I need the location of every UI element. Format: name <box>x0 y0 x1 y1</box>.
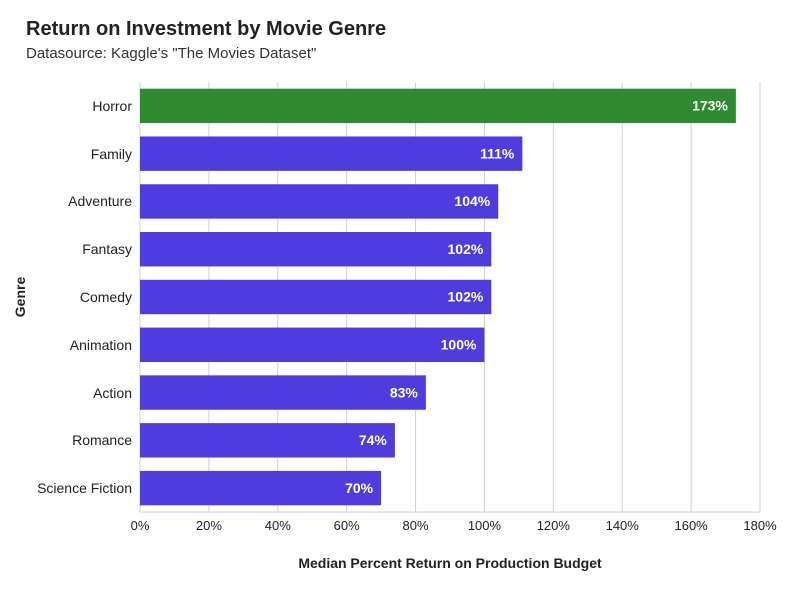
bar <box>140 184 498 218</box>
bar-value-label: 74% <box>359 432 388 448</box>
bar-value-label: 100% <box>441 336 477 352</box>
x-tick-label: 60% <box>334 518 360 533</box>
x-tick-label: 160% <box>674 518 708 533</box>
bar <box>140 423 395 457</box>
bar-value-label: 102% <box>448 289 484 305</box>
y-category-label: Fantasy <box>82 241 132 257</box>
bar <box>140 89 736 123</box>
bar <box>140 375 426 409</box>
y-axis-title: Genre <box>10 82 30 512</box>
y-category-label: Romance <box>72 432 132 448</box>
bar-value-label: 70% <box>345 480 374 496</box>
y-category-label: Horror <box>92 98 132 114</box>
y-category-label: Family <box>91 146 132 162</box>
x-tick-label: 40% <box>265 518 291 533</box>
x-tick-label: 20% <box>196 518 222 533</box>
bar <box>140 136 522 170</box>
plot-area: 173%111%104%102%102%100%83%74%70% 0%20%4… <box>140 82 760 512</box>
y-category-label: Science Fiction <box>37 480 132 496</box>
bar <box>140 328 484 362</box>
x-axis-title: Median Percent Return on Production Budg… <box>140 555 760 571</box>
x-tick-label: 120% <box>537 518 571 533</box>
bar-value-label: 111% <box>480 145 515 161</box>
bar-value-label: 102% <box>448 241 484 257</box>
x-tick-label: 180% <box>743 518 777 533</box>
x-tick-label: 80% <box>403 518 429 533</box>
bar-value-label: 83% <box>390 384 419 400</box>
y-category-label: Adventure <box>68 193 132 209</box>
plot-svg: 173%111%104%102%102%100%83%74%70% 0%20%4… <box>140 82 760 542</box>
roi-by-genre-chart: Return on Investment by Movie Genre Data… <box>0 0 800 591</box>
x-tick-label: 0% <box>131 518 150 533</box>
x-tick-labels: 0% 20% 40% 60% 80% 100% 120% 140% 160% 180% <box>131 518 777 533</box>
bar-value-label: 104% <box>454 193 490 209</box>
x-tick-label: 100% <box>468 518 502 533</box>
chart-title: Return on Investment by Movie Genre <box>26 18 774 41</box>
y-category-label: Action <box>93 385 132 401</box>
bar <box>140 232 491 266</box>
y-category-label: Animation <box>70 337 132 353</box>
bars-group: 173% 111% 104% 102% 102% 100% 83% 74% 70% <box>140 89 736 506</box>
bar <box>140 280 491 314</box>
x-tick-label: 140% <box>606 518 640 533</box>
bar-value-label: 173% <box>692 98 728 114</box>
chart-subtitle: Datasource: Kaggle's "The Movies Dataset… <box>26 45 774 62</box>
y-category-label: Comedy <box>80 289 132 305</box>
